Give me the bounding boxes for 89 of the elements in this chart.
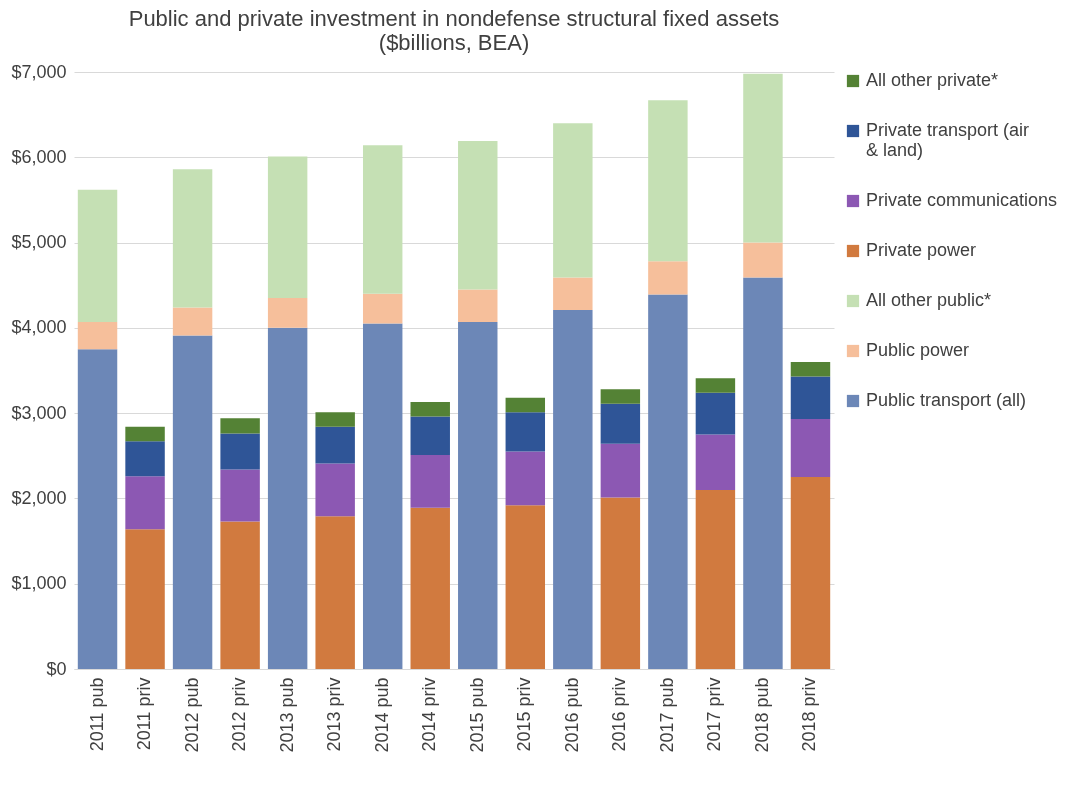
legend-label: All other public* (866, 290, 992, 310)
x-tick-label: 2011 priv (134, 677, 155, 751)
y-tick-label: $5,000 (11, 232, 67, 253)
bar (695, 378, 736, 393)
bar (743, 277, 783, 669)
bar (125, 529, 165, 669)
bar (505, 412, 546, 452)
bar (553, 309, 593, 669)
bar (790, 376, 831, 420)
x-tick-label: 2013 priv (324, 677, 345, 752)
bar (410, 507, 450, 669)
bar (172, 335, 213, 669)
bar (458, 321, 498, 669)
bar (505, 505, 546, 669)
bar (600, 497, 641, 669)
x-tick-label: 2014 priv (419, 677, 440, 752)
x-tick-label: 2018 pub (751, 677, 772, 753)
bar (220, 521, 260, 669)
bar (695, 434, 736, 490)
legend-label: Public power (866, 340, 970, 360)
y-tick-label: $0 (46, 658, 67, 679)
bar (220, 433, 260, 470)
bar (362, 145, 403, 294)
bar (695, 489, 736, 669)
bar (743, 73, 783, 243)
legend-label: Private communications (866, 190, 1058, 210)
bar (600, 403, 641, 444)
bar (315, 516, 355, 669)
x-tick-label: 2014 pub (371, 677, 392, 753)
y-tick-label: $1,000 (11, 573, 67, 594)
bar (790, 419, 831, 478)
bar (172, 169, 213, 308)
bar (77, 349, 118, 669)
bar (220, 469, 260, 522)
bar (790, 477, 831, 669)
bar (315, 426, 355, 464)
bar (410, 454, 450, 508)
bar (315, 463, 355, 517)
x-tick-label: 2015 priv (514, 677, 535, 752)
bar (648, 294, 688, 669)
x-tick-label: 2011 pub (86, 677, 107, 752)
x-tick-label: 2016 pub (561, 677, 582, 753)
y-tick-label: $2,000 (11, 487, 67, 508)
bar (220, 418, 260, 434)
bar (77, 321, 118, 350)
bar (695, 392, 736, 435)
chart-title: Public and private investment in nondefense structural fixed assets (128, 6, 780, 31)
y-tick-label: $3,000 (11, 402, 67, 423)
legend-label: Private transport (air & land) (866, 120, 1030, 160)
bar (267, 298, 308, 328)
chart-subtitle: ($billions, BEA) (378, 30, 530, 55)
bar (362, 293, 403, 324)
x-tick-label: 2012 priv (229, 677, 250, 752)
y-tick-label: $4,000 (11, 317, 67, 338)
bar (743, 242, 783, 278)
x-tick-label: 2016 priv (609, 677, 630, 752)
bar (505, 397, 546, 413)
x-tick-label: 2015 pub (466, 677, 487, 753)
bar (267, 156, 308, 299)
bar (505, 451, 546, 506)
legend-label: All other private* (866, 70, 999, 90)
bar (315, 412, 355, 427)
bar (600, 389, 641, 404)
bar (125, 426, 165, 442)
bar (125, 441, 165, 477)
legend-label: Private power (866, 240, 977, 260)
x-tick-label: 2012 pub (181, 677, 202, 753)
x-tick-label: 2018 priv (799, 677, 820, 752)
x-tick-label: 2017 priv (704, 677, 725, 752)
bar (648, 261, 688, 295)
bar (172, 307, 213, 336)
y-tick-label: $7,000 (11, 61, 67, 82)
bar (553, 123, 593, 278)
bar (553, 277, 593, 310)
bar (458, 289, 498, 322)
bar (410, 402, 450, 417)
bar (790, 361, 831, 377)
bar (410, 416, 450, 455)
y-tick-label: $6,000 (11, 146, 67, 167)
x-tick-label: 2017 pub (656, 677, 677, 753)
x-tick-label: 2013 pub (276, 677, 297, 753)
bar (267, 327, 308, 669)
bar (125, 476, 165, 530)
bar (458, 141, 498, 290)
bar (362, 323, 403, 669)
legend-label: Public transport (all) (866, 390, 1027, 410)
bar (600, 443, 641, 498)
bar (648, 100, 688, 262)
bar (77, 189, 118, 322)
